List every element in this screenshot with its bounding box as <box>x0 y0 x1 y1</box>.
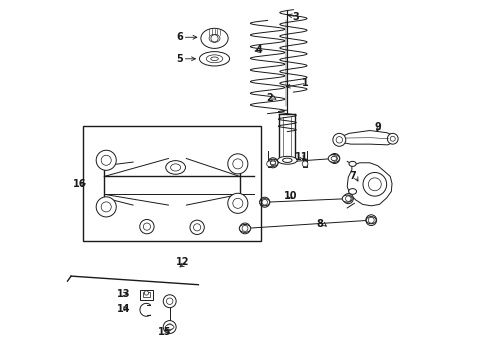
Circle shape <box>96 150 116 170</box>
Circle shape <box>96 197 116 217</box>
Circle shape <box>144 223 150 230</box>
Circle shape <box>363 172 387 196</box>
Text: 5: 5 <box>176 54 183 64</box>
Circle shape <box>302 161 308 167</box>
Ellipse shape <box>349 161 356 166</box>
Bar <box>143 292 150 297</box>
Circle shape <box>260 197 270 207</box>
Circle shape <box>211 35 218 42</box>
Text: 14: 14 <box>117 304 130 314</box>
Circle shape <box>144 291 148 295</box>
Circle shape <box>167 298 173 305</box>
Ellipse shape <box>166 325 174 329</box>
Circle shape <box>390 136 395 141</box>
Circle shape <box>267 161 272 167</box>
Text: 11: 11 <box>295 152 309 162</box>
Ellipse shape <box>171 164 181 171</box>
Ellipse shape <box>366 217 376 224</box>
Circle shape <box>190 220 204 234</box>
Text: 8: 8 <box>317 219 323 229</box>
Text: 16: 16 <box>73 179 86 189</box>
Circle shape <box>368 178 381 191</box>
Ellipse shape <box>328 154 340 162</box>
Circle shape <box>101 202 111 212</box>
Circle shape <box>332 156 338 161</box>
Text: 15: 15 <box>158 327 172 337</box>
Ellipse shape <box>209 34 220 42</box>
Bar <box>83 126 261 241</box>
Circle shape <box>163 295 176 308</box>
Circle shape <box>101 155 111 165</box>
Text: 6: 6 <box>176 32 183 42</box>
Circle shape <box>233 198 243 208</box>
Circle shape <box>366 215 377 226</box>
Text: 3: 3 <box>292 12 299 22</box>
Circle shape <box>343 194 353 204</box>
Circle shape <box>228 154 248 174</box>
Circle shape <box>140 220 154 234</box>
Circle shape <box>194 224 201 231</box>
Ellipse shape <box>331 157 337 161</box>
Text: 2: 2 <box>267 93 273 103</box>
Ellipse shape <box>283 158 292 162</box>
Polygon shape <box>347 163 392 206</box>
Circle shape <box>228 193 248 213</box>
Circle shape <box>336 136 343 143</box>
Ellipse shape <box>199 51 230 66</box>
Text: 1: 1 <box>302 78 309 88</box>
Ellipse shape <box>239 225 251 232</box>
Circle shape <box>242 225 248 231</box>
Circle shape <box>270 160 276 166</box>
Ellipse shape <box>166 161 186 174</box>
Circle shape <box>268 158 278 168</box>
Polygon shape <box>337 131 395 145</box>
Ellipse shape <box>206 55 223 63</box>
Text: 4: 4 <box>255 45 262 55</box>
Circle shape <box>233 159 243 169</box>
Circle shape <box>262 199 268 205</box>
Circle shape <box>345 196 351 201</box>
Ellipse shape <box>268 159 278 166</box>
Bar <box>140 290 153 300</box>
Text: 13: 13 <box>117 289 130 299</box>
Text: 12: 12 <box>176 257 190 267</box>
Circle shape <box>368 217 374 223</box>
Text: 9: 9 <box>374 122 381 132</box>
Circle shape <box>240 223 250 234</box>
Circle shape <box>330 153 340 163</box>
Ellipse shape <box>277 156 297 164</box>
Text: 7: 7 <box>349 171 356 181</box>
Ellipse shape <box>342 195 352 202</box>
Circle shape <box>167 324 173 330</box>
Ellipse shape <box>211 57 218 60</box>
Circle shape <box>333 134 346 146</box>
Ellipse shape <box>270 161 275 165</box>
Ellipse shape <box>349 189 357 194</box>
Circle shape <box>163 320 176 333</box>
Text: 10: 10 <box>284 191 297 201</box>
Ellipse shape <box>201 28 228 48</box>
Circle shape <box>388 134 398 144</box>
Ellipse shape <box>260 199 270 206</box>
